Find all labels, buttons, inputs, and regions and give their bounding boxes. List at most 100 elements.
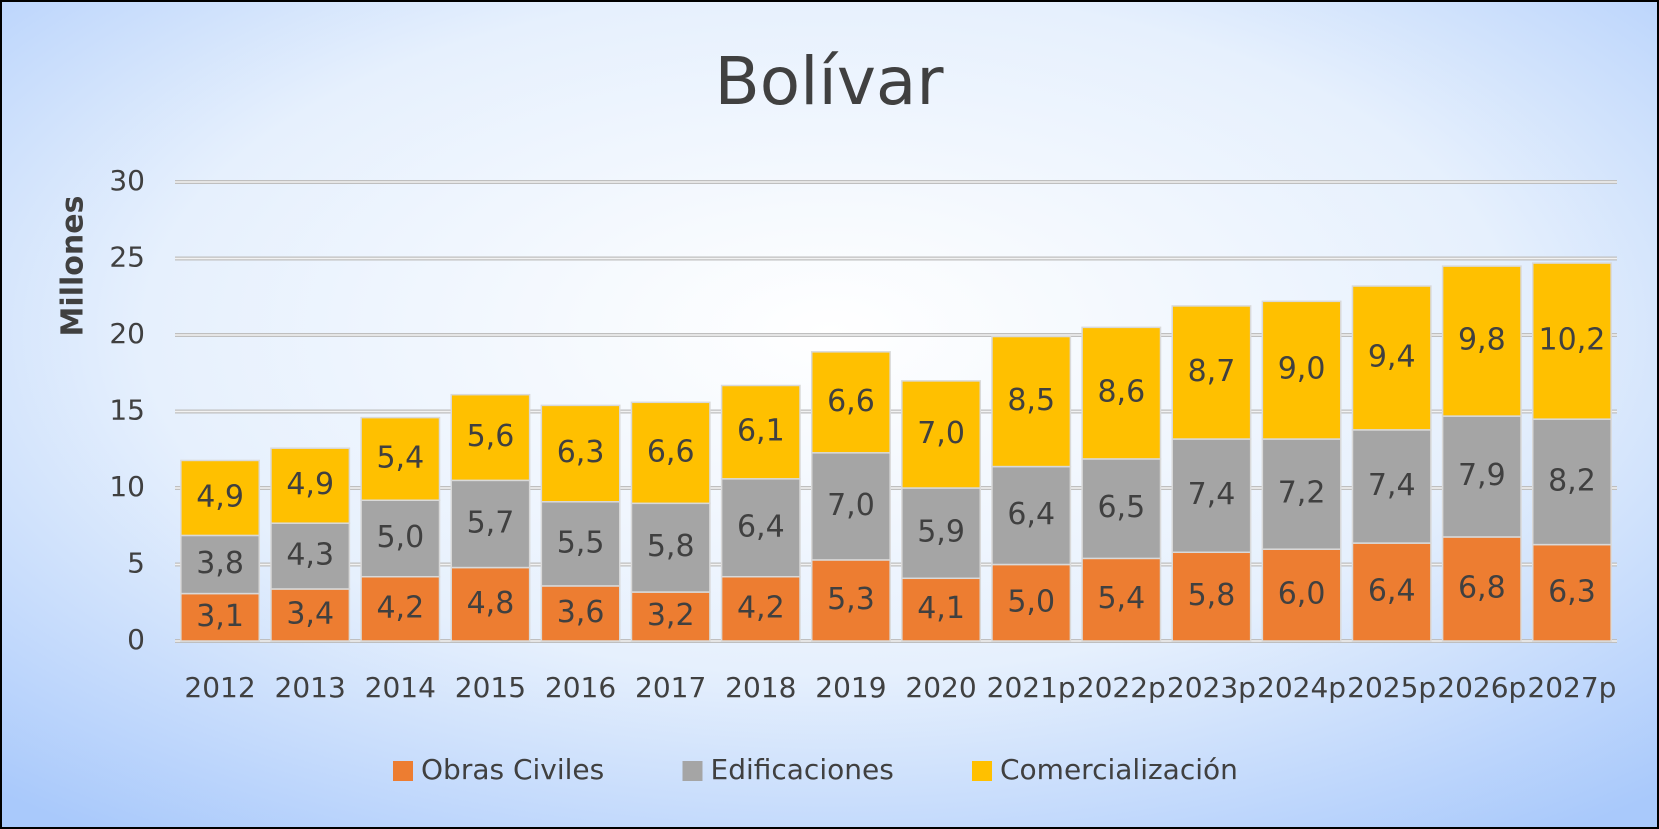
legend-swatch: [972, 761, 992, 781]
x-tick-label: 2022p: [1077, 671, 1166, 704]
bar-segment: [630, 502, 711, 593]
bar-segment: [1351, 429, 1432, 544]
data-label: 5,7: [467, 505, 515, 540]
x-tick-label: 2016: [545, 671, 616, 704]
bar-segment: [1171, 551, 1252, 642]
legend-label: Obras Civiles: [421, 753, 604, 786]
bar-segment: [1261, 300, 1342, 440]
bar-segment: [1351, 285, 1432, 431]
data-label: 4,8: [467, 586, 515, 621]
bar-segment: [1081, 557, 1162, 642]
data-label: 5,9: [917, 515, 965, 550]
y-tick-label: 20: [109, 317, 145, 350]
data-label: 6,4: [737, 509, 785, 544]
data-label: 6,6: [827, 384, 875, 419]
data-label: 8,5: [1007, 383, 1055, 418]
bar-segment: [540, 404, 621, 503]
data-label: 6,4: [1368, 574, 1416, 609]
bar-segment: [630, 591, 711, 642]
bar-segment: [1531, 262, 1612, 420]
x-tick-label: 2015: [455, 671, 526, 704]
data-label: 6,3: [557, 435, 605, 470]
bar-segment: [180, 459, 261, 537]
bar-segment: [901, 577, 982, 642]
legend-label: Edificaciones: [711, 753, 894, 786]
y-tick-label: 15: [109, 394, 145, 427]
x-tick-label: 2012: [184, 671, 255, 704]
bar-segment: [270, 447, 351, 524]
legend-swatch: [393, 761, 413, 781]
data-label: 5,8: [647, 529, 695, 564]
x-tick-label: 2025p: [1347, 671, 1436, 704]
legend-label: Comercialización: [1000, 753, 1238, 786]
bar-segment: [450, 393, 531, 482]
x-tick-label: 2026p: [1437, 671, 1526, 704]
x-tick-label: 2020: [905, 671, 976, 704]
data-label: 9,0: [1278, 352, 1326, 387]
data-label: 7,0: [917, 416, 965, 451]
bar-segment: [360, 575, 441, 642]
data-label: 4,3: [286, 538, 334, 573]
data-label: 4,1: [917, 591, 965, 626]
bar-segment: [810, 351, 891, 454]
bar-segment: [1261, 438, 1342, 550]
y-tick-label: 30: [109, 164, 145, 197]
bar-segment: [810, 452, 891, 561]
x-tick-label: 2024p: [1257, 671, 1346, 704]
data-label: 4,2: [737, 590, 785, 625]
bar-segment: [991, 563, 1072, 642]
bar-segment: [450, 479, 531, 569]
x-tick-label: 2023p: [1167, 671, 1256, 704]
data-label: 7,9: [1458, 458, 1506, 493]
x-tick-label: 2014: [365, 671, 436, 704]
data-label: 3,4: [286, 596, 334, 631]
x-tick-label: 2027p: [1527, 671, 1616, 704]
x-tick-label: 2021p: [987, 671, 1076, 704]
data-label: 3,6: [557, 595, 605, 630]
data-label: 6,4: [1007, 497, 1055, 532]
x-tick-label: 2017: [635, 671, 706, 704]
x-tick-label: 2019: [815, 671, 886, 704]
bar-segment: [1441, 536, 1522, 642]
chart-title: Bolívar: [715, 43, 945, 120]
legend-swatch: [682, 761, 703, 781]
bar-segment: [180, 534, 261, 595]
bar-segment: [1081, 326, 1162, 460]
data-label: 5,0: [376, 520, 424, 555]
data-label: 6,8: [1458, 570, 1506, 605]
bar-segment: [1351, 542, 1432, 642]
data-label: 5,0: [1007, 584, 1055, 619]
data-label: 3,2: [647, 598, 695, 633]
y-tick-label: 5: [127, 547, 145, 580]
data-label: 9,8: [1458, 323, 1506, 358]
bar-segment: [1171, 305, 1252, 440]
data-label: 4,2: [376, 590, 424, 625]
data-label: 8,6: [1097, 375, 1145, 410]
data-label: 6,0: [1278, 577, 1326, 612]
data-label: 7,2: [1278, 476, 1326, 511]
data-label: 5,4: [1097, 581, 1145, 616]
bar-segment: [991, 335, 1072, 468]
data-label: 10,2: [1539, 323, 1606, 358]
data-label: 4,9: [196, 479, 244, 514]
data-label: 8,7: [1188, 354, 1236, 389]
data-label: 9,4: [1368, 339, 1416, 374]
data-label: 7,0: [827, 488, 875, 523]
data-label: 7,4: [1188, 477, 1236, 512]
bar-segment: [630, 401, 711, 505]
y-tick-label: 0: [127, 623, 145, 656]
bar-segment: [180, 592, 261, 642]
data-label: 4,9: [286, 467, 334, 502]
bar-segment: [901, 487, 982, 580]
bar-segment: [360, 499, 441, 578]
bar-segment: [1441, 265, 1522, 417]
bar-segment: [1531, 418, 1612, 546]
data-label: 3,8: [196, 546, 244, 581]
bar-segment: [540, 501, 621, 587]
bar-segment: [450, 566, 531, 642]
data-label: 5,5: [557, 525, 605, 560]
data-label: 5,6: [467, 419, 515, 454]
data-label: 6,1: [737, 414, 785, 449]
y-tick-label: 10: [109, 470, 145, 503]
